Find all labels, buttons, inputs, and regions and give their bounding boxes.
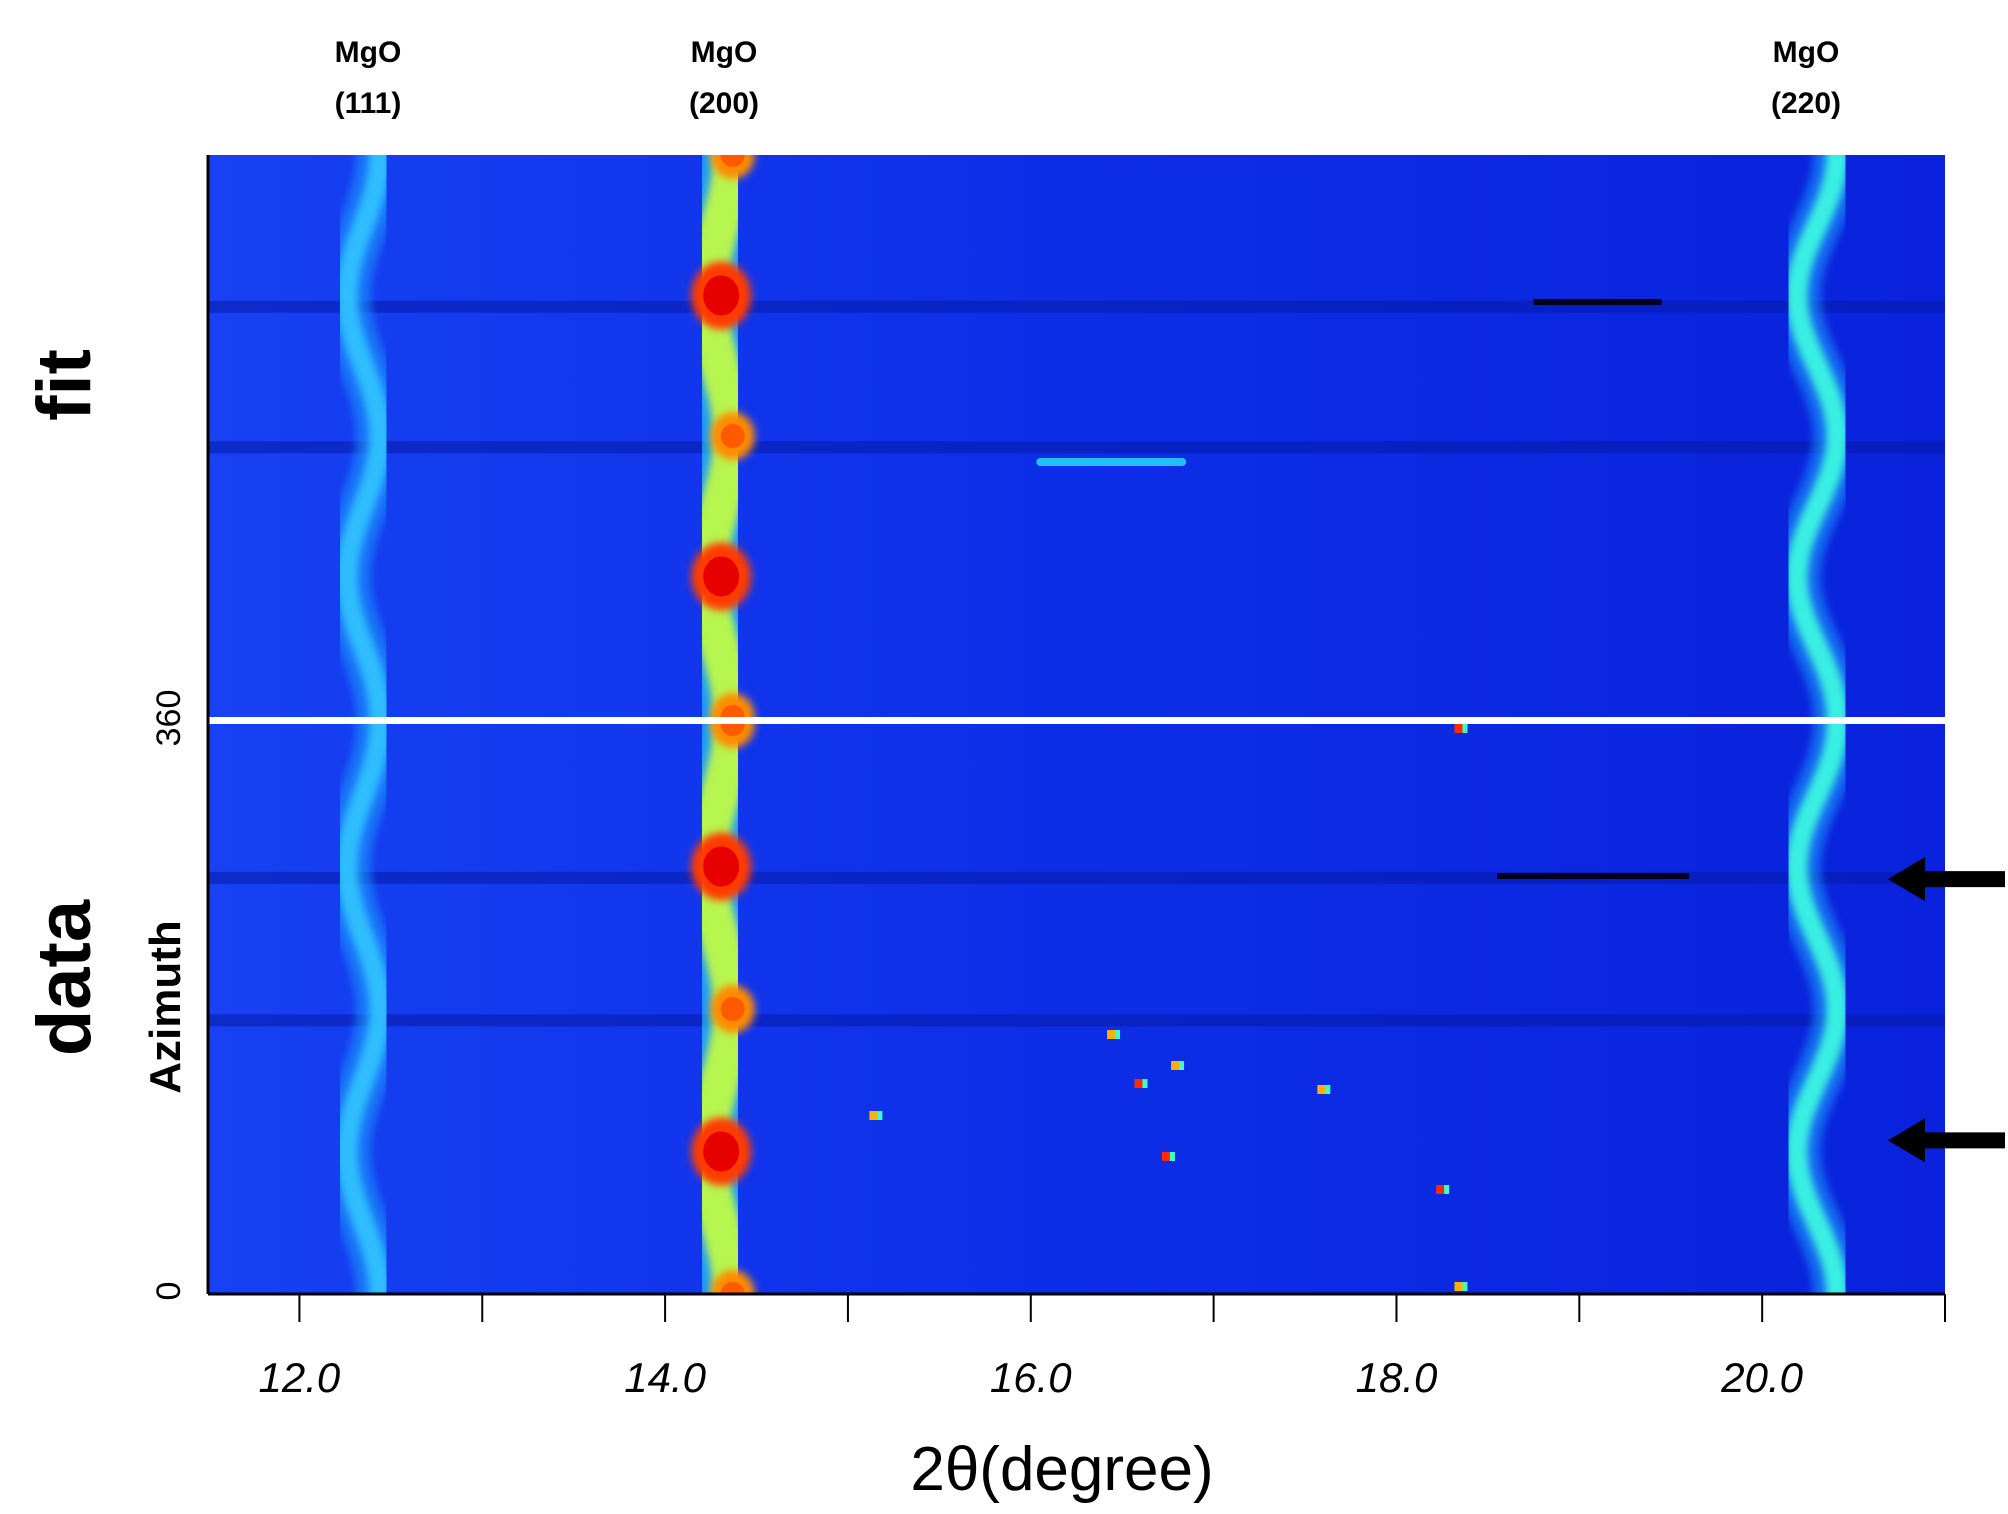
- x-tick-label-12.0: 12.0: [259, 1354, 341, 1401]
- fit-azimuth-band: [208, 300, 1945, 313]
- intensity-spot-core-data: [703, 1131, 740, 1172]
- data-panel: [208, 724, 1945, 1294]
- ring-core-fit-2: [1785, 155, 1849, 717]
- intensity-spot-core-fit: [703, 275, 740, 316]
- peak-label-111-phase: MgO: [335, 36, 402, 69]
- ring-core-data-0: [335, 724, 391, 1294]
- data-outlier-pixel: [869, 1111, 882, 1120]
- fit-background: [208, 155, 1945, 717]
- data-outlier-pixel-edge: [1444, 1185, 1450, 1194]
- x-tick-label-16.0: 16.0: [990, 1354, 1072, 1401]
- panel-label-data: data: [22, 899, 107, 1056]
- data-outlier-pixel: [1107, 1030, 1120, 1039]
- data-outlier-pixel-edge: [1169, 1152, 1175, 1161]
- data-dark-line: [1497, 873, 1690, 879]
- intensity-spot-core-data: [703, 846, 740, 887]
- data-outlier-pixel: [1436, 1185, 1449, 1194]
- ring-core-fit-0: [335, 155, 391, 717]
- arrow-marker-0: [1888, 857, 2005, 902]
- intensity-spot-core-data: [720, 724, 745, 736]
- peak-label-200-phase: MgO: [691, 36, 758, 69]
- y-tick-label-0: 0: [150, 1282, 188, 1301]
- data-outlier-pixel: [1171, 1061, 1184, 1070]
- intensity-spot-core-fit: [720, 705, 745, 717]
- intensity-spot-core-fit: [703, 556, 740, 597]
- data-outlier-pixel: [1454, 1282, 1467, 1291]
- panel-separator: [208, 717, 1945, 724]
- arrow-marker-1: [1888, 1118, 2005, 1163]
- data-outlier-pixel: [1161, 1152, 1174, 1161]
- data-azimuth-band: [208, 1014, 1945, 1027]
- data-outlier-pixel: [1134, 1079, 1147, 1088]
- fit-dark-line: [1533, 299, 1662, 305]
- data-outlier-pixel-edge: [877, 1111, 883, 1120]
- intensity-spot-core-fit: [720, 424, 745, 448]
- y-axis-label: Azimuth: [141, 920, 190, 1094]
- x-axis: 12.0 14.0 16.0 18.0 20.0: [208, 1292, 1946, 1401]
- data-outlier-pixel-edge: [1325, 1085, 1331, 1094]
- data-outlier-pixel: [1454, 724, 1467, 733]
- peak-label-111-hkl: (111): [335, 87, 402, 120]
- x-tick-label-20.0: 20.0: [1720, 1354, 1803, 1401]
- annotation-arrows: [1888, 857, 2005, 1163]
- peak-labels: MgO (111) MgO (200) MgO (220): [335, 36, 1841, 120]
- panel-label-fit: fit: [22, 349, 107, 421]
- intensity-spot-core-data: [720, 997, 745, 1021]
- fit-streak-artifact: [1036, 458, 1187, 466]
- data-outlier-pixel-edge: [1142, 1079, 1148, 1088]
- fit-panel: [208, 155, 1945, 717]
- intensity-spot-core-fit: [720, 155, 745, 167]
- fit-azimuth-band: [208, 441, 1945, 454]
- ring-core-data-2: [1785, 724, 1849, 1294]
- x-tick-label-14.0: 14.0: [624, 1354, 706, 1401]
- data-background: [208, 724, 1945, 1294]
- data-outlier-pixel-edge: [1179, 1061, 1185, 1070]
- x-axis-label: 2θ(degree): [910, 1435, 1213, 1504]
- y-tick-label-360: 360: [150, 690, 188, 747]
- x-tick-label-18.0: 18.0: [1356, 1354, 1438, 1401]
- peak-label-220-phase: MgO: [1773, 36, 1840, 69]
- data-outlier-pixel-edge: [1462, 1282, 1468, 1291]
- data-outlier-pixel-edge: [1115, 1030, 1121, 1039]
- data-outlier-pixel-edge: [1462, 724, 1468, 733]
- peak-label-200-hkl: (200): [689, 87, 759, 120]
- peak-label-220-hkl: (220): [1771, 87, 1841, 120]
- intensity-spot-core-data: [720, 1282, 745, 1294]
- data-outlier-pixel: [1317, 1085, 1330, 1094]
